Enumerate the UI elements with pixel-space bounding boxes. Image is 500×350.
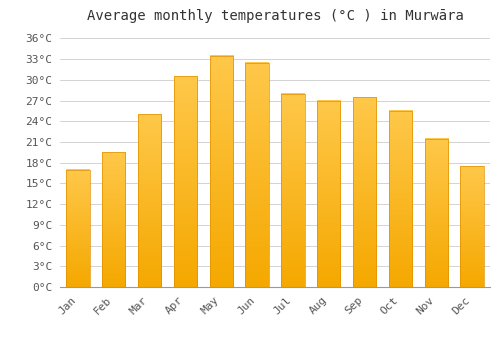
Bar — [460, 166, 483, 287]
Title: Average monthly temperatures (°C ) in Murwāra: Average monthly temperatures (°C ) in Mu… — [86, 9, 464, 23]
Bar — [317, 100, 340, 287]
Bar — [282, 93, 304, 287]
Bar — [246, 63, 268, 287]
Bar — [102, 152, 126, 287]
Bar — [353, 97, 376, 287]
Bar — [389, 111, 412, 287]
Bar — [138, 114, 161, 287]
Bar — [174, 76, 197, 287]
Bar — [210, 56, 233, 287]
Bar — [66, 170, 90, 287]
Bar — [424, 139, 448, 287]
